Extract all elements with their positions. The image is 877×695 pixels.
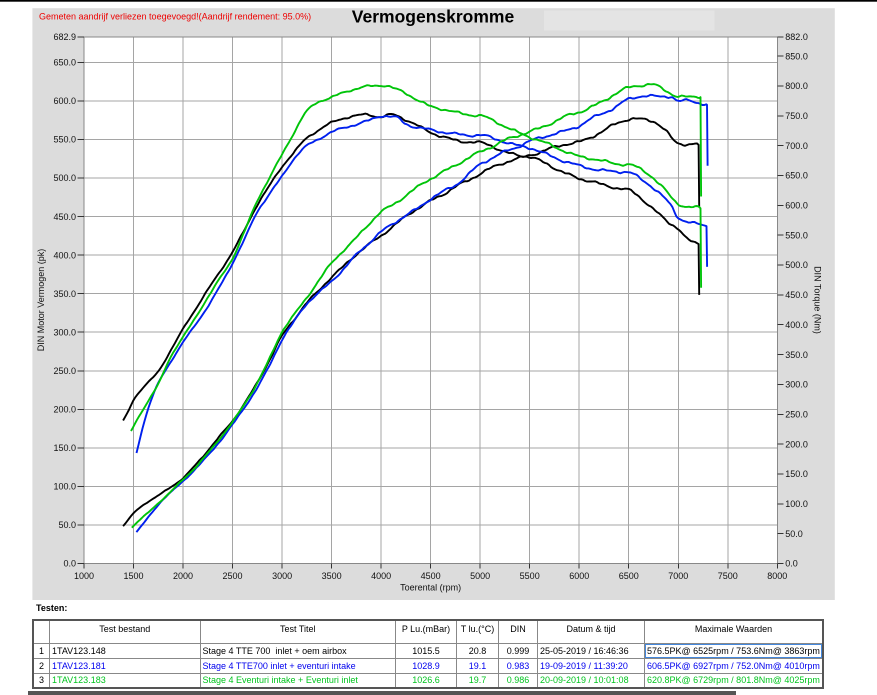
svg-text:3000: 3000 bbox=[272, 571, 292, 581]
svg-text:0.0: 0.0 bbox=[785, 559, 798, 569]
svg-text:6000: 6000 bbox=[569, 571, 589, 581]
svg-text:400.0: 400.0 bbox=[53, 250, 76, 260]
svg-text:250.0: 250.0 bbox=[53, 366, 76, 376]
svg-text:150.0: 150.0 bbox=[785, 469, 808, 479]
svg-text:850.0: 850.0 bbox=[785, 51, 808, 61]
svg-text:5000: 5000 bbox=[470, 571, 490, 581]
svg-text:5500: 5500 bbox=[520, 571, 540, 581]
svg-text:6500: 6500 bbox=[619, 571, 639, 581]
svg-text:4000: 4000 bbox=[371, 571, 391, 581]
svg-text:DIN Motor Vermogen (pk): DIN Motor Vermogen (pk) bbox=[36, 249, 46, 352]
svg-text:DIN Torque (Nm): DIN Torque (Nm) bbox=[813, 266, 823, 334]
svg-text:0.0: 0.0 bbox=[63, 559, 76, 569]
svg-text:400.0: 400.0 bbox=[785, 320, 808, 330]
svg-text:300.0: 300.0 bbox=[785, 380, 808, 390]
svg-text:650.0: 650.0 bbox=[785, 171, 808, 181]
svg-text:450.0: 450.0 bbox=[53, 212, 76, 222]
svg-text:100.0: 100.0 bbox=[785, 499, 808, 509]
svg-text:Vermogenskromme: Vermogenskromme bbox=[352, 7, 515, 27]
svg-text:250.0: 250.0 bbox=[785, 409, 808, 419]
svg-text:50.0: 50.0 bbox=[785, 529, 803, 539]
svg-text:1500: 1500 bbox=[124, 571, 144, 581]
svg-text:7000: 7000 bbox=[668, 571, 688, 581]
svg-text:650.0: 650.0 bbox=[53, 58, 76, 68]
svg-text:500.0: 500.0 bbox=[53, 173, 76, 183]
svg-text:1000: 1000 bbox=[74, 571, 94, 581]
svg-text:4500: 4500 bbox=[421, 571, 441, 581]
svg-text:450.0: 450.0 bbox=[785, 290, 808, 300]
svg-text:550.0: 550.0 bbox=[53, 135, 76, 145]
svg-text:550.0: 550.0 bbox=[785, 230, 808, 240]
svg-text:Toerental (rpm): Toerental (rpm) bbox=[400, 583, 461, 593]
svg-text:3500: 3500 bbox=[322, 571, 342, 581]
svg-text:Gemeten aandrijf verliezen toe: Gemeten aandrijf verliezen toegevoegd!(A… bbox=[39, 12, 311, 22]
svg-text:100.0: 100.0 bbox=[53, 482, 76, 492]
svg-text:300.0: 300.0 bbox=[53, 327, 76, 337]
svg-text:700.0: 700.0 bbox=[785, 141, 808, 151]
svg-text:500.0: 500.0 bbox=[785, 260, 808, 270]
svg-text:882.0: 882.0 bbox=[785, 32, 808, 42]
svg-text:2000: 2000 bbox=[173, 571, 193, 581]
svg-text:200.0: 200.0 bbox=[785, 439, 808, 449]
svg-text:200.0: 200.0 bbox=[53, 405, 76, 415]
svg-text:682.9: 682.9 bbox=[53, 32, 76, 42]
svg-text:600.0: 600.0 bbox=[53, 96, 76, 106]
svg-text:8000: 8000 bbox=[767, 571, 787, 581]
svg-text:800.0: 800.0 bbox=[785, 81, 808, 91]
svg-text:7500: 7500 bbox=[718, 571, 738, 581]
svg-text:600.0: 600.0 bbox=[785, 201, 808, 211]
svg-text:50.0: 50.0 bbox=[58, 520, 76, 530]
svg-text:750.0: 750.0 bbox=[785, 111, 808, 121]
svg-text:350.0: 350.0 bbox=[53, 289, 76, 299]
svg-text:350.0: 350.0 bbox=[785, 350, 808, 360]
svg-text:150.0: 150.0 bbox=[53, 443, 76, 453]
svg-text:2500: 2500 bbox=[223, 571, 243, 581]
